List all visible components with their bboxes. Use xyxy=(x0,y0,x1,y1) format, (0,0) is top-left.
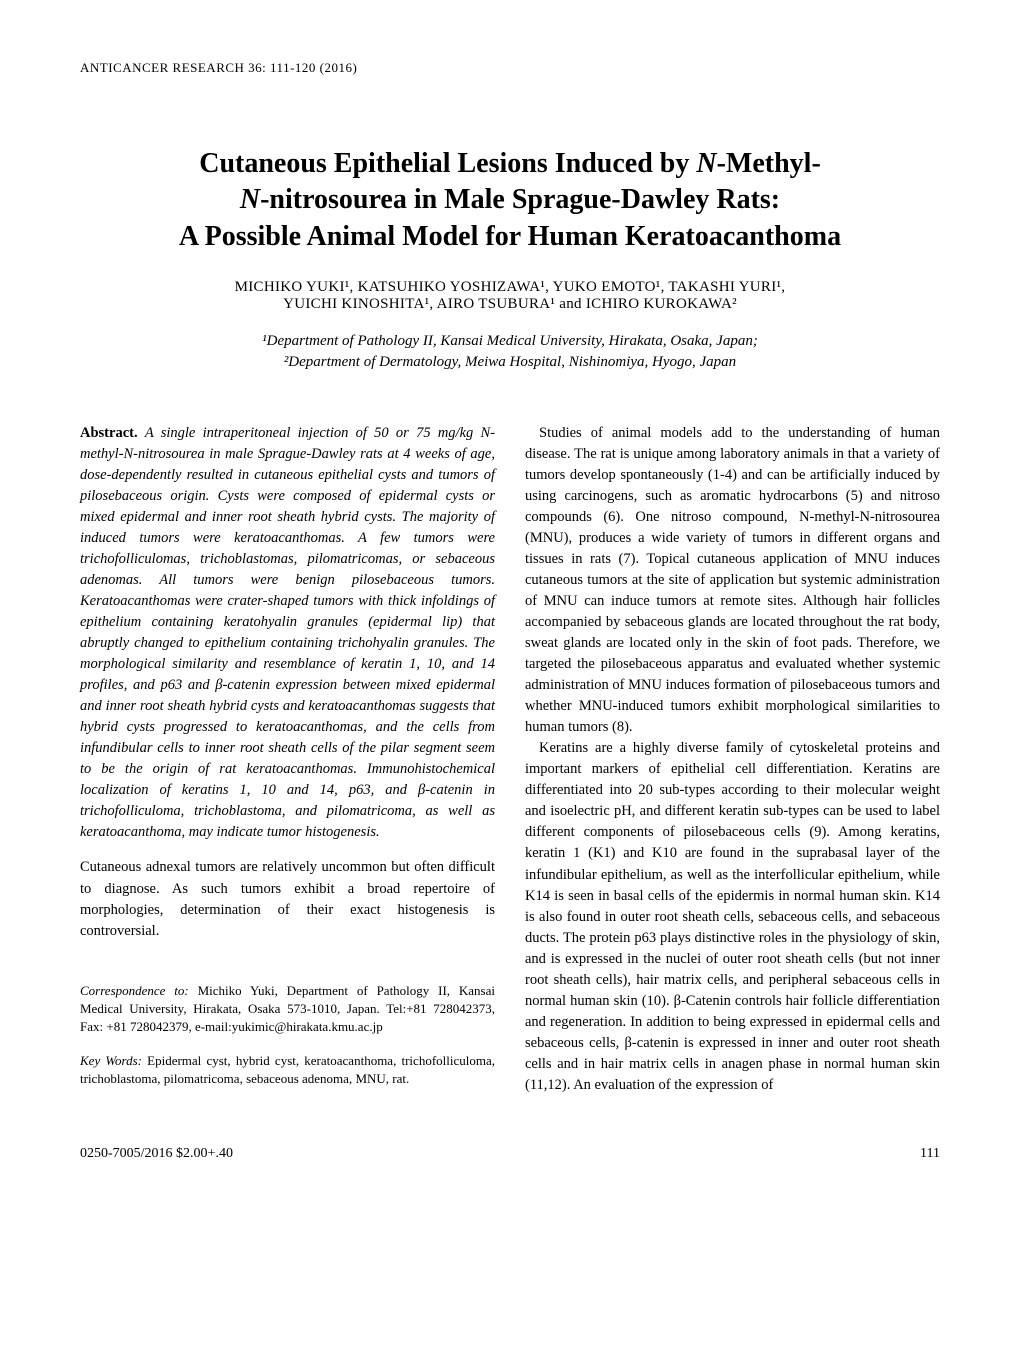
affiliations-block: ¹Department of Pathology II, Kansai Medi… xyxy=(80,331,940,373)
left-column: Abstract. A single intraperitoneal injec… xyxy=(80,423,495,1096)
intro-paragraph: Cutaneous adnexal tumors are relatively … xyxy=(80,857,495,941)
authors-line-2: YUICHI KINOSHITA¹, AIRO TSUBURA¹ and ICH… xyxy=(80,296,940,313)
affiliation-2: ²Department of Dermatology, Meiwa Hospit… xyxy=(80,352,940,373)
authors-line-1: MICHIKO YUKI¹, KATSUHIKO YOSHIZAWA¹, YUK… xyxy=(80,279,940,296)
right-paragraph-1: Studies of animal models add to the unde… xyxy=(525,423,940,738)
two-column-body: Abstract. A single intraperitoneal injec… xyxy=(80,423,940,1096)
footer-page-number: 111 xyxy=(920,1146,940,1162)
journal-header: ANTICANCER RESEARCH 36: 111-120 (2016) xyxy=(80,60,940,76)
abstract-paragraph: Abstract. A single intraperitoneal injec… xyxy=(80,423,495,843)
paper-title: Cutaneous Epithelial Lesions Induced by … xyxy=(80,146,940,255)
abstract-label: Abstract. xyxy=(80,425,138,441)
correspondence-block: Correspondence to: Michiko Yuki, Departm… xyxy=(80,982,495,1037)
keywords-block: Key Words: Epidermal cyst, hybrid cyst, … xyxy=(80,1052,495,1088)
abstract-text: A single intraperitoneal injection of 50… xyxy=(80,425,495,840)
correspondence-label: Correspondence to: xyxy=(80,983,189,998)
authors-block: MICHIKO YUKI¹, KATSUHIKO YOSHIZAWA¹, YUK… xyxy=(80,279,940,313)
keywords-label: Key Words: xyxy=(80,1053,142,1068)
affiliation-1: ¹Department of Pathology II, Kansai Medi… xyxy=(80,331,940,352)
page-footer: 0250-7005/2016 $2.00+.40 111 xyxy=(80,1146,940,1162)
keywords-text: Epidermal cyst, hybrid cyst, keratoacant… xyxy=(80,1053,495,1086)
right-paragraph-2: Keratins are a highly diverse family of … xyxy=(525,738,940,1095)
right-column: Studies of animal models add to the unde… xyxy=(525,423,940,1096)
footer-left: 0250-7005/2016 $2.00+.40 xyxy=(80,1146,233,1162)
